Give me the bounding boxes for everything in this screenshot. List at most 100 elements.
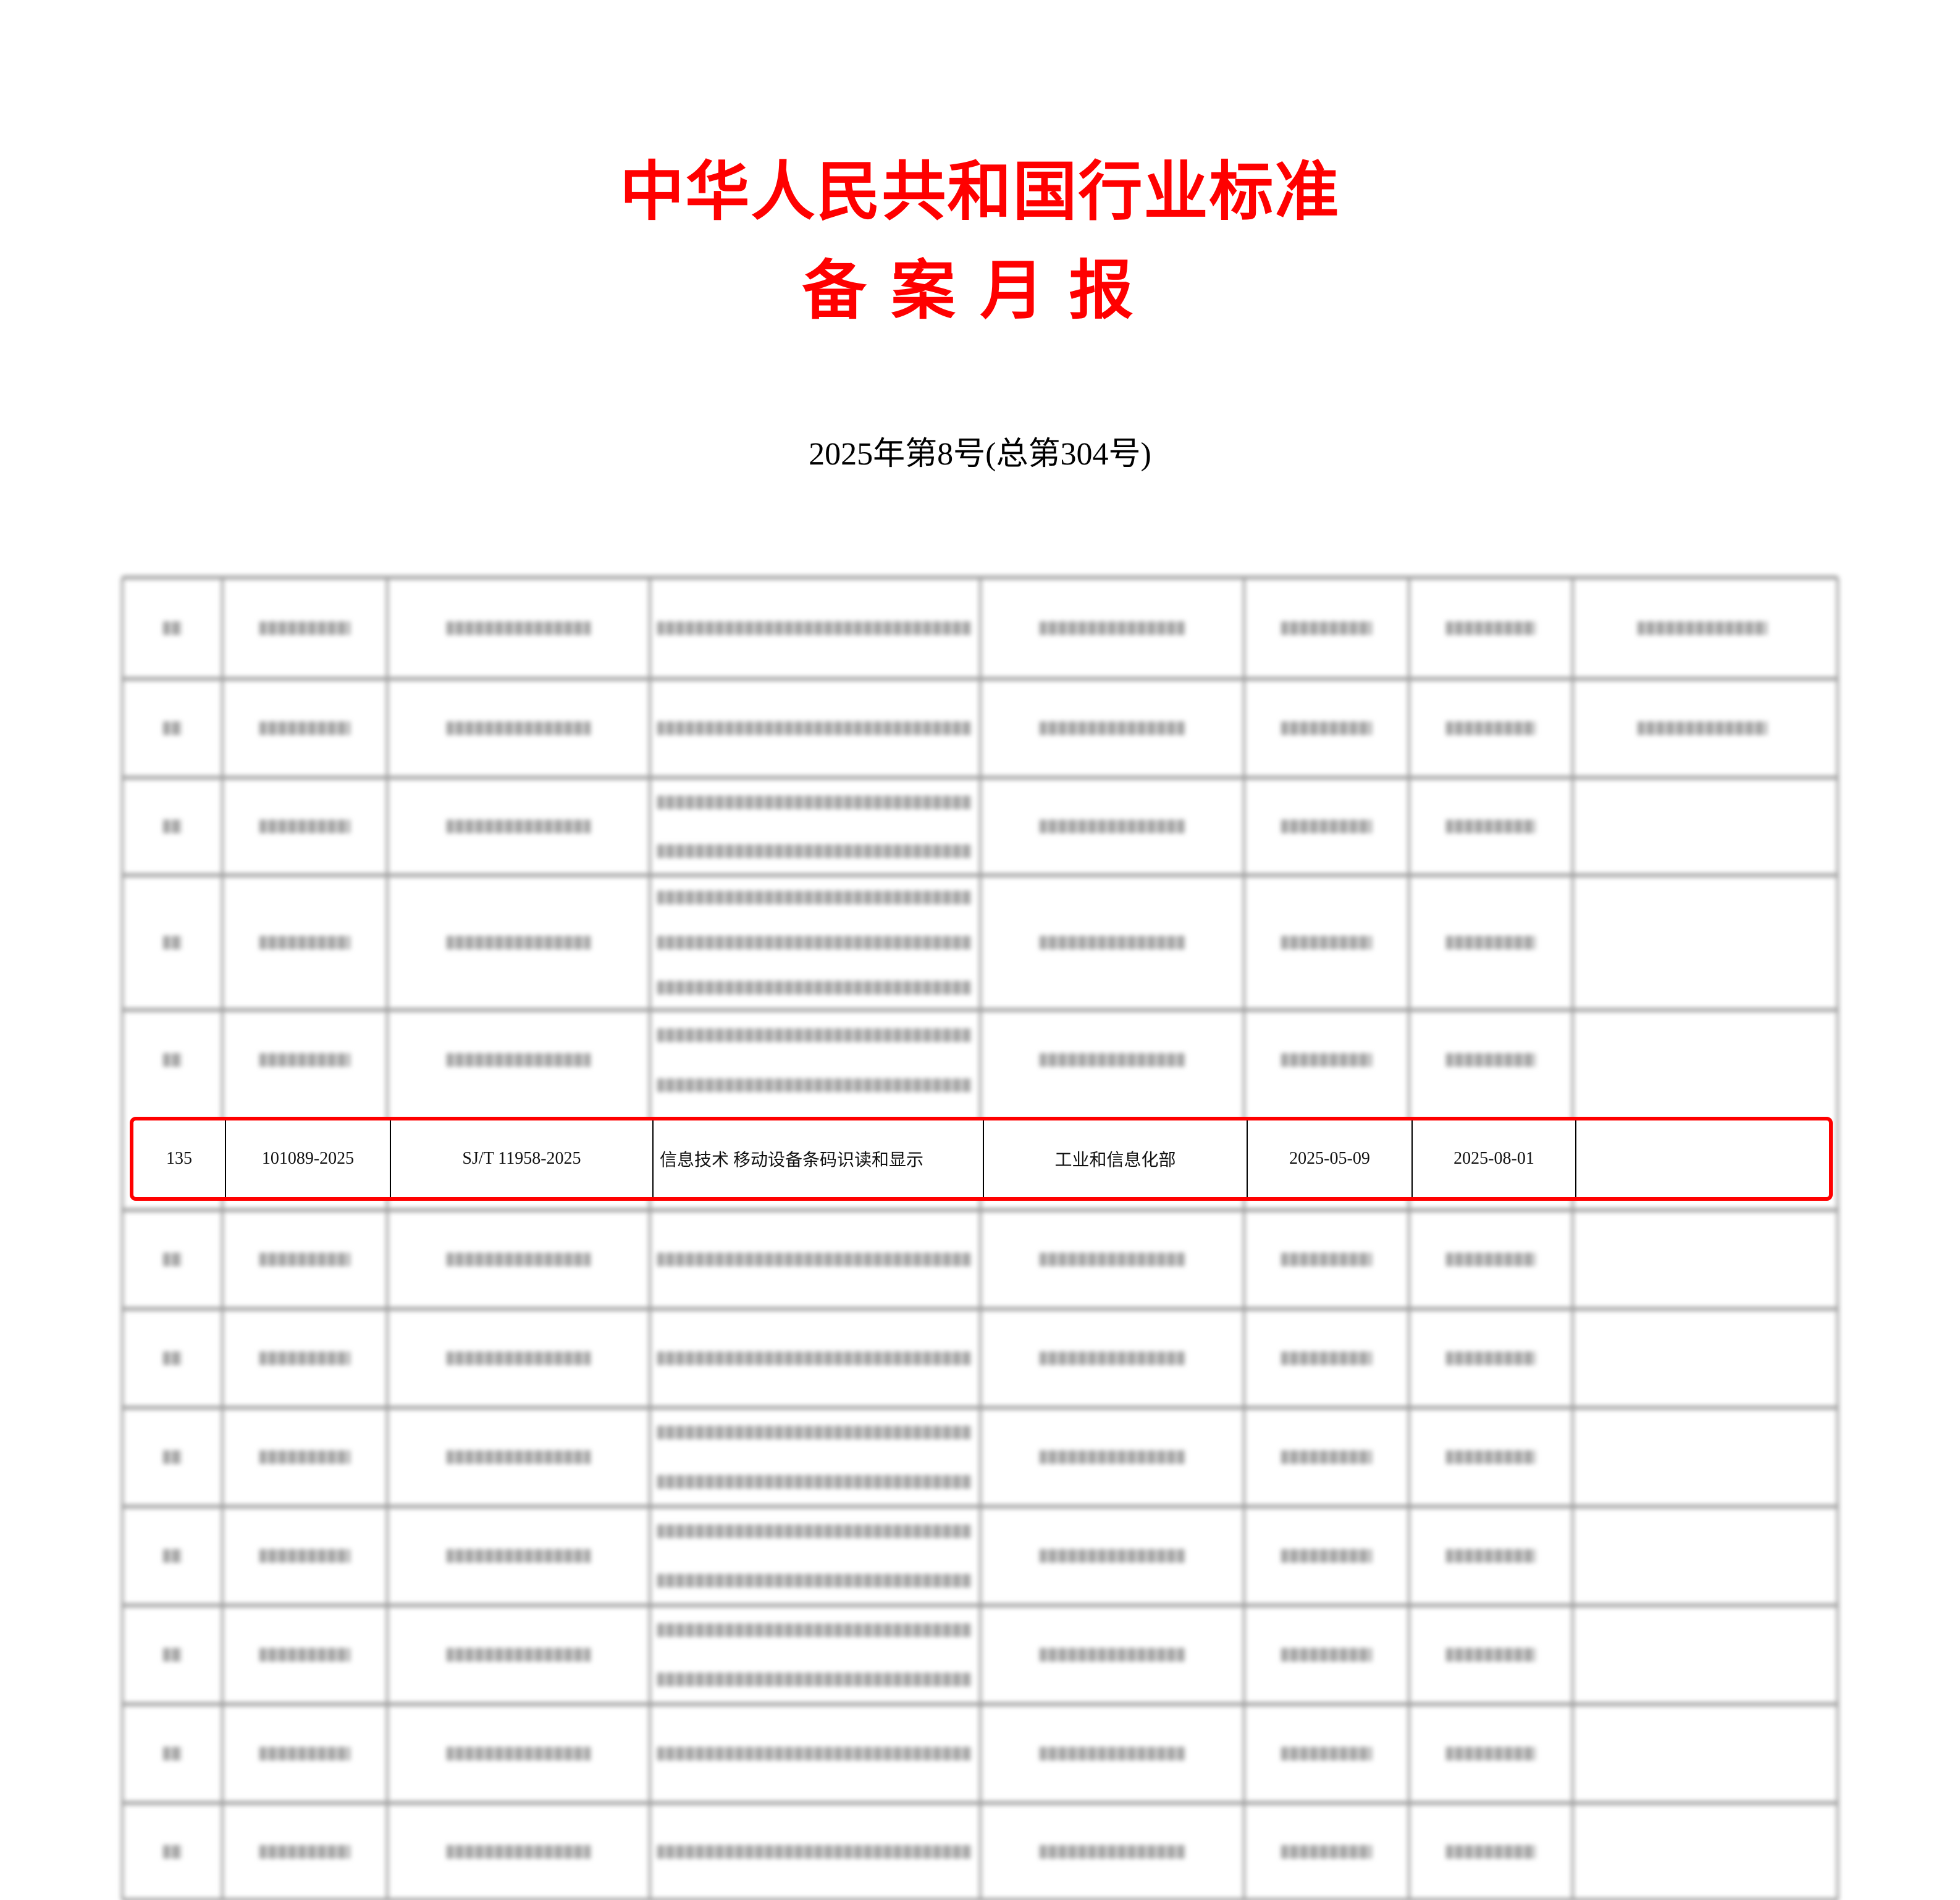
table-column-line: [1836, 578, 1839, 1900]
blurred-text: [657, 1078, 972, 1092]
blurred-text: [259, 721, 350, 735]
blurred-text: [446, 1549, 591, 1563]
cell-department: 工业和信息化部: [984, 1120, 1248, 1197]
blurred-text: [657, 844, 972, 858]
blurred-text: [657, 721, 972, 735]
blurred-text: [1281, 621, 1372, 635]
blurred-text: [163, 1549, 182, 1563]
blurred-text: [1281, 1253, 1372, 1266]
blurred-text: [1040, 936, 1185, 949]
blurred-text: [1445, 1747, 1536, 1760]
blurred-text: [1445, 1648, 1536, 1662]
table-row-line: [122, 576, 1838, 579]
blurred-text: [1040, 1450, 1185, 1464]
table-row-line: [122, 1898, 1838, 1900]
blurred-text: [259, 936, 350, 949]
blurred-text: [657, 1426, 972, 1439]
blurred-text: [1445, 1351, 1536, 1365]
table-row-line: [122, 1505, 1838, 1508]
blurred-text: [1040, 1844, 1185, 1859]
blurred-text: [259, 1351, 350, 1365]
blurred-text: [163, 936, 182, 949]
blurred-text: [446, 1844, 591, 1859]
table-column-line: [386, 578, 389, 1900]
blurred-text: [446, 621, 591, 635]
blurred-text: [1445, 820, 1536, 833]
blurred-text: [1445, 721, 1536, 735]
blurred-text: [446, 1253, 591, 1266]
table-row-line: [122, 1801, 1838, 1805]
blurred-text: [657, 1028, 972, 1042]
blurred-text: [446, 820, 591, 833]
blurred-text: [1445, 1844, 1536, 1859]
table-row-line: [122, 1406, 1838, 1410]
blurred-text: [446, 1351, 591, 1365]
blurred-text: [163, 721, 182, 735]
blurred-text: [1281, 1351, 1372, 1365]
blurred-text: [163, 820, 182, 833]
blurred-text: [1040, 721, 1185, 735]
blurred-text: [657, 1475, 972, 1489]
blurred-text: [657, 1574, 972, 1587]
blurred-text: [1281, 936, 1372, 949]
table-row-line: [122, 1604, 1838, 1607]
blurred-text: [259, 820, 350, 833]
table-row-line: [122, 873, 1838, 877]
blurred-text: [1281, 1648, 1372, 1662]
blurred-text: [1445, 1549, 1536, 1563]
table-column-line: [649, 578, 651, 1900]
table-column-line: [1243, 578, 1245, 1900]
blurred-text: [1281, 1053, 1372, 1067]
table-column-line: [1408, 578, 1410, 1900]
blurred-text: [1445, 1450, 1536, 1464]
table-row-line: [122, 1307, 1838, 1311]
blurred-text: [1445, 1053, 1536, 1067]
blurred-text: [163, 1053, 182, 1067]
blurred-text: [657, 891, 972, 905]
blurred-text: [163, 1450, 182, 1464]
blurred-text: [1445, 936, 1536, 949]
issue-number: 2025年第8号(总第304号): [809, 437, 1151, 472]
blurred-text: [163, 1844, 182, 1859]
table-column-line: [121, 578, 124, 1900]
blurred-text: [657, 1623, 972, 1637]
blurred-text: [446, 1053, 591, 1067]
blurred-standards-table: [121, 576, 1839, 1900]
cell-filing-number: 101089-2025: [226, 1120, 391, 1197]
blurred-text: [1040, 1053, 1185, 1067]
blurred-text: [657, 621, 972, 635]
blurred-text: [657, 1747, 972, 1760]
cell-replaced-standard: [1576, 1120, 1822, 1197]
blurred-text: [446, 1648, 591, 1662]
blurred-text: [259, 1549, 350, 1563]
blurred-text: [163, 1747, 182, 1760]
blurred-text: [1040, 1351, 1185, 1365]
blurred-text: [259, 1844, 350, 1859]
document-title: 中华人民共和国行业标准: [620, 154, 1340, 229]
blurred-text: [657, 795, 972, 809]
blurred-text: [1281, 820, 1372, 833]
table-row-line: [122, 1702, 1838, 1706]
table-row-line: [122, 776, 1838, 780]
highlighted-table-row: 135 101089-2025 SJ/T 11958-2025 信息技术 移动设…: [130, 1117, 1833, 1201]
blurred-text: [163, 621, 182, 635]
blurred-text: [1638, 621, 1767, 635]
cell-standard-number: SJ/T 11958-2025: [391, 1120, 654, 1197]
table-row-line: [122, 677, 1838, 681]
cell-implementation-date: 2025-08-01: [1413, 1120, 1576, 1197]
blurred-text: [1040, 621, 1185, 635]
blurred-text: [1638, 721, 1767, 735]
blurred-text: [446, 1747, 591, 1760]
blurred-text: [1040, 1549, 1185, 1563]
blurred-text: [446, 936, 591, 949]
blurred-text: [657, 936, 972, 949]
cell-standard-name: 信息技术 移动设备条码识读和显示: [654, 1120, 984, 1197]
blurred-text: [1281, 1450, 1372, 1464]
blurred-text: [657, 1673, 972, 1686]
blurred-text: [163, 1253, 182, 1266]
blurred-text: [1281, 721, 1372, 735]
blurred-text: [657, 1844, 972, 1859]
blurred-text: [259, 1747, 350, 1760]
blurred-text: [1040, 1648, 1185, 1662]
